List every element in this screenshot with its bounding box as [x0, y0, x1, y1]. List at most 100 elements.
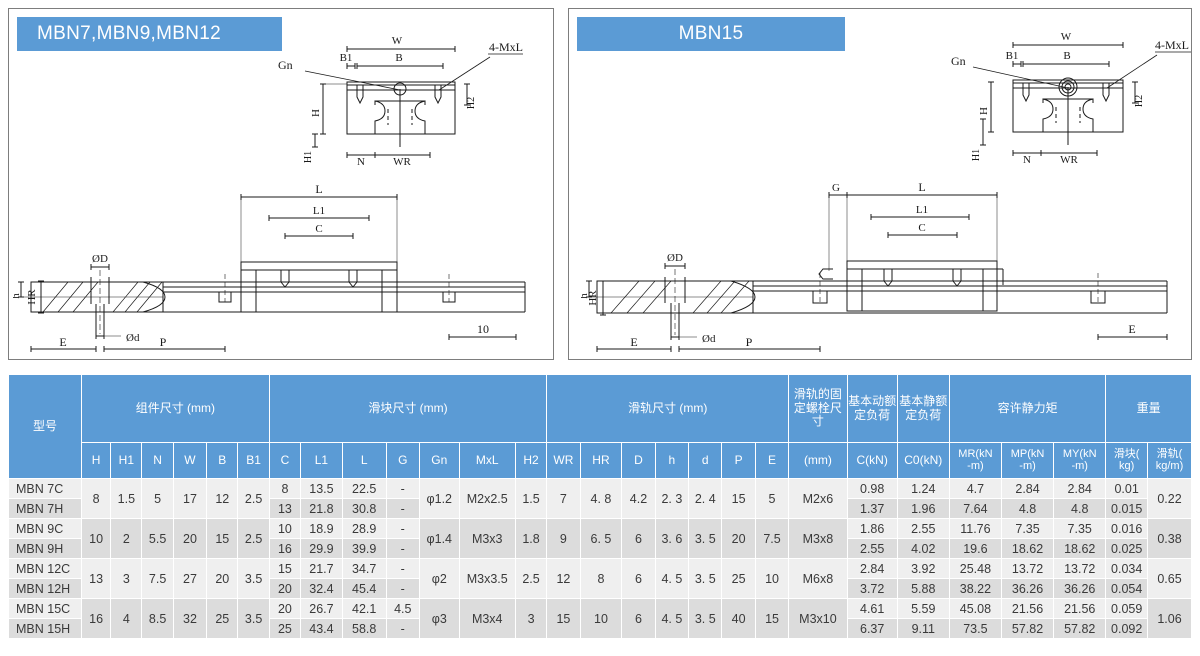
side-view-drawing-right: G L L1 C ØD Ød E P E h: [581, 181, 1183, 359]
cell-mxl-shared: M3x3.5: [458, 558, 516, 599]
svg-text:N: N: [357, 156, 365, 168]
diagram-panel-mbn7-9-12: MBN7,MBN9,MBN12: [8, 8, 554, 360]
svg-text:W: W: [1061, 31, 1072, 43]
cell-my: 36.26: [1053, 578, 1107, 599]
cell-b1: 2.5: [237, 518, 270, 559]
svg-text:E: E: [59, 335, 66, 349]
cell-e-shared: 15: [754, 598, 790, 639]
header-group-bolt: 滑轨的固定螺栓尺寸: [788, 374, 848, 443]
svg-text:4-MxL: 4-MxL: [1155, 38, 1189, 52]
svg-text:Ød: Ød: [702, 333, 716, 345]
cell-g: -: [385, 578, 420, 599]
cell-c0-kn: 1.24: [896, 478, 950, 499]
svg-text:H: H: [310, 109, 322, 117]
header-col-h1: H1: [110, 442, 143, 479]
header-group-static-load: 基本静额定负荷: [896, 374, 950, 443]
header-col-my: MY(kN -m): [1053, 442, 1107, 479]
cell-mp: 7.35: [1000, 518, 1055, 539]
cell-p-shared: 25: [721, 558, 756, 599]
cell-c: 8: [268, 478, 302, 499]
cell-h1: 1.5: [110, 478, 143, 519]
cell-mr: 45.08: [948, 598, 1002, 619]
svg-text:h: h: [581, 293, 590, 299]
cross-section-drawing-right: W B1 B 4-MxL Gn N WR H H1 H2: [951, 27, 1196, 172]
cell-h: 16: [80, 598, 112, 639]
cell-h2-shared: 2.5: [514, 558, 548, 599]
cell-bolt: M2x6: [788, 478, 848, 519]
header-sub-row: H H1 N W B B1 C L1 L G Gn MxL H2 WR HR D: [9, 442, 1192, 479]
cell-n: 5.5: [141, 518, 174, 559]
cell-l: 42.1: [341, 598, 387, 619]
cell-l1: 32.4: [300, 578, 343, 599]
cell-w: 20: [172, 518, 208, 559]
header-group-dynamic-load: 基本动额定负荷: [846, 374, 898, 443]
cell-mr: 25.48: [948, 558, 1002, 579]
table-row: MBN 15C 16 4 8.5 32 25 3.5 20 26.7 42.1 4.5 φ3 M3x4 3…: [8, 598, 1192, 639]
cell-h2-shared: 1.8: [514, 518, 548, 559]
cell-l: 28.9: [341, 518, 387, 539]
cell-c-kn: 1.86: [846, 518, 898, 539]
cell-mxl-shared: M2x2.5: [458, 478, 516, 519]
table-row: MBN 12H 20 32.4 45.4-3.72 5.88 38.22 36.26 36.2…: [8, 578, 1192, 599]
cross-section-drawing-left: W B1 B 4-MxL Gn N WR H H1 H2: [275, 27, 545, 172]
svg-text:WR: WR: [1060, 154, 1078, 166]
cell-g: -: [385, 518, 420, 539]
cell-c0-kn: 1.96: [896, 498, 950, 519]
cell-c0-kn: 9.11: [896, 618, 950, 639]
cell-model: MBN 9H: [8, 538, 82, 559]
cell-block-weight: 0.034: [1105, 558, 1149, 579]
cell-l: 58.8: [341, 618, 387, 639]
cell-h1: 2: [110, 518, 143, 559]
svg-text:4-MxL: 4-MxL: [489, 40, 523, 54]
cell-l1: 18.9: [300, 518, 343, 539]
cell-c: 25: [268, 618, 302, 639]
cell-l: 30.8: [341, 498, 387, 519]
cell-model: MBN 12C: [8, 558, 82, 579]
cell-my: 21.56: [1053, 598, 1107, 619]
cell-h1: 3: [110, 558, 143, 599]
cell-l1: 26.7: [300, 598, 343, 619]
svg-text:P: P: [160, 335, 167, 349]
cell-mr: 19.6: [948, 538, 1002, 559]
cell-mr: 73.5: [948, 618, 1002, 639]
table-row: MBN 12C 13 3 7.5 27 20 3.5 15 21.7 34.7- φ2 M3x3.5 2…: [8, 558, 1192, 599]
cell-c: 10: [268, 518, 302, 539]
cell-gn-shared: φ2: [418, 558, 460, 599]
cell-h2-shared: 1.5: [514, 478, 548, 519]
svg-text:H1: H1: [303, 151, 314, 163]
svg-text:B1: B1: [340, 52, 353, 64]
cell-wr-shared: 7: [546, 478, 581, 519]
cell-model: MBN 7H: [8, 498, 82, 519]
cell-g: -: [385, 618, 420, 639]
header-col-c: C: [268, 442, 302, 479]
cell-hr-shared: 10: [579, 598, 623, 639]
svg-text:H: H: [978, 107, 990, 115]
header-group-static-moment: 容许静力矩: [948, 374, 1107, 443]
cell-wr-shared: 15: [546, 598, 581, 639]
cell-model: MBN 9C: [8, 518, 82, 539]
cell-mp: 36.26: [1000, 578, 1055, 599]
table-body: MBN 7C 8 1.5 5 17 12 2.5 8 13.5 22.5- φ1.2 M2x2.5 1.…: [8, 478, 1192, 639]
cell-model: MBN 12H: [8, 578, 82, 599]
header-col-l: L: [341, 442, 387, 479]
header-col-c-kn: C(kN): [846, 442, 898, 479]
svg-text:B1: B1: [1006, 50, 1019, 62]
header-col-hr: HR: [579, 442, 623, 479]
cell-c-kn: 4.61: [846, 598, 898, 619]
cell-l1: 21.7: [300, 558, 343, 579]
cell-h-shared: 4. 5: [654, 598, 690, 639]
cell-g: 4.5: [385, 598, 420, 619]
cell-h: 13: [80, 558, 112, 599]
cell-h2-shared: 3: [514, 598, 548, 639]
cell-c: 20: [268, 598, 302, 619]
cell-c0-kn: 3.92: [896, 558, 950, 579]
hr-dimension-label-left: HR: [11, 271, 57, 321]
svg-text:WR: WR: [393, 156, 411, 168]
header-group-assembly: 组件尺寸 (mm): [81, 374, 270, 443]
header-group-rail: 滑轨尺寸 (mm): [546, 374, 790, 443]
svg-text:ØD: ØD: [92, 253, 108, 265]
header-col-d-upper: D: [621, 442, 656, 479]
cell-mxl-shared: M3x3: [458, 518, 516, 559]
cell-hr-shared: 6. 5: [579, 518, 623, 559]
